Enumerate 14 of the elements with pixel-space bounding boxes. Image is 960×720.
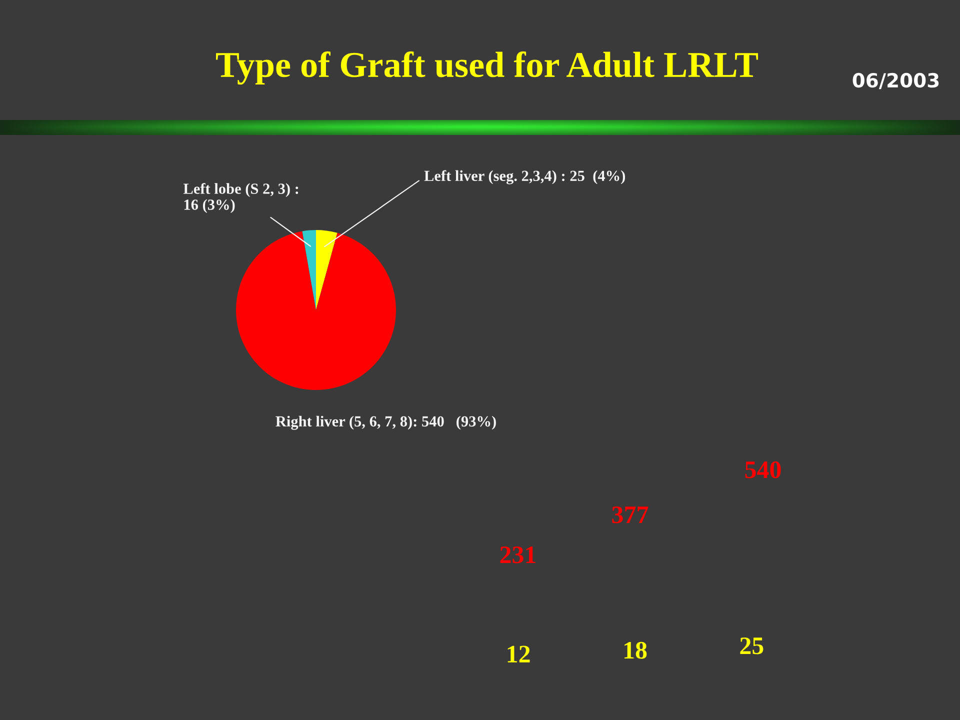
- text: 06/2003: [852, 72, 939, 90]
- slice-label: Left lobe (S 2, 3) : 16 (3%): [183, 183, 298, 213]
- pie-slice: [316, 230, 338, 310]
- data-label: 25: [740, 637, 764, 654]
- pie-slice: [302, 230, 316, 310]
- data-label: 18: [624, 642, 647, 659]
- text: 231: [500, 546, 536, 564]
- text: 377: [612, 506, 648, 524]
- pie-slice: [236, 231, 396, 390]
- data-label: 12: [508, 646, 530, 662]
- slice-label: Right liver (5, 6, 7, 8): 540 (93%): [276, 416, 496, 430]
- chart-title: Type of Graft used for Adult LRLT: [216, 51, 758, 85]
- text: 540: [745, 461, 781, 478]
- slice-label: Left liver (seg. 2,3,4) : 25 (4%): [424, 170, 626, 184]
